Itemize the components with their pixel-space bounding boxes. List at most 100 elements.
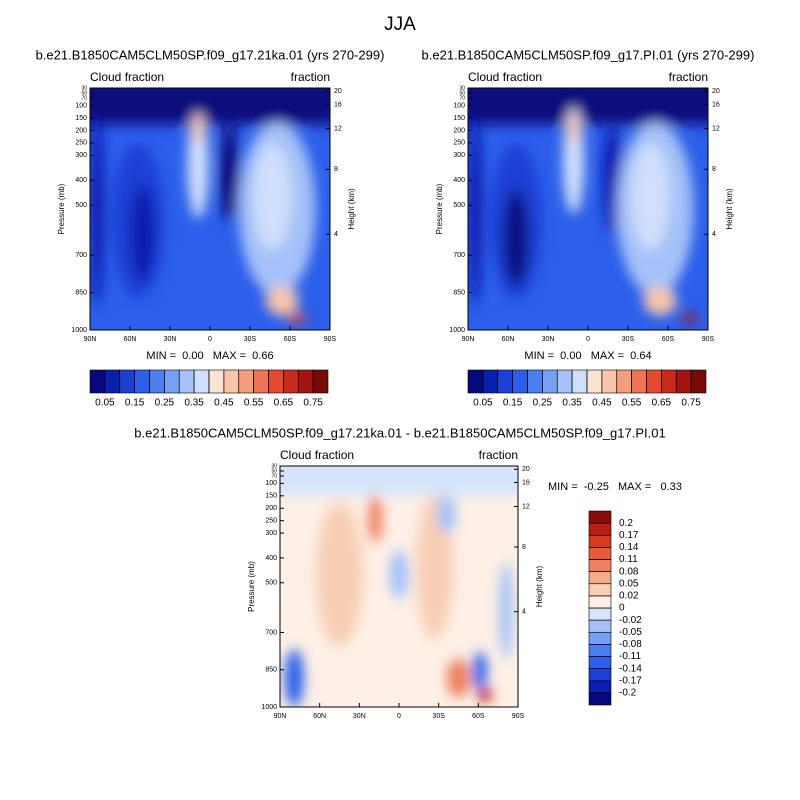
panel-title: b.e21.B1850CAM5CLM50SP.f09_g17.PI.01 (yr… <box>422 47 755 62</box>
field-blob <box>253 143 292 251</box>
x-tick-label: 60S <box>662 336 675 343</box>
field-blob <box>643 286 677 316</box>
x-tick-label: 60S <box>472 713 485 720</box>
y-tick-label: 300 <box>265 530 277 537</box>
colorbar-box <box>283 369 299 394</box>
colorbar-tick-label: 0.02 <box>619 591 639 602</box>
field-blob <box>90 112 105 306</box>
field-blob <box>498 562 514 659</box>
y2-tick-label: 16 <box>334 101 342 108</box>
x-tick-label: 30S <box>622 336 635 343</box>
contour-field <box>90 88 330 330</box>
y-tick-label: 850 <box>75 289 87 296</box>
colorbar-box <box>588 680 612 694</box>
left-label: Cloud fraction <box>280 448 354 462</box>
x-tick-label: 30S <box>244 336 257 343</box>
colorbar-tick-label: -0.2 <box>619 688 637 699</box>
field-blob <box>284 649 304 707</box>
x-tick-label: 90N <box>84 336 97 343</box>
x-tick-label: 90S <box>702 336 715 343</box>
y-tick-label: 100 <box>453 102 465 109</box>
colorbar-box <box>238 369 254 394</box>
colorbar-box <box>164 369 180 394</box>
x-tick-label: 60N <box>502 336 515 343</box>
x-tick-label: 90N <box>274 713 287 720</box>
y-tick-label: 700 <box>265 629 277 636</box>
y-tick-label: 50 <box>459 90 465 96</box>
colorbar-box <box>467 369 484 394</box>
colorbar-box <box>482 369 499 394</box>
colorbar-tick-label: 0.05 <box>473 398 493 409</box>
colorbar-box <box>208 369 225 394</box>
field-band <box>90 88 330 125</box>
colorbar-box <box>588 668 612 682</box>
y2-tick-label: 20 <box>334 88 342 95</box>
colorbar-tick-label: 0.55 <box>244 398 264 409</box>
contour-field <box>468 88 708 330</box>
y2-tick-label: 16 <box>712 101 720 108</box>
figure-title: JJA <box>384 14 416 35</box>
field-blob <box>286 313 306 323</box>
y-tick-label: 200 <box>453 127 465 134</box>
colorbar-box <box>89 369 106 394</box>
field-blob <box>477 687 492 703</box>
y-tick-label: 30 <box>81 85 87 91</box>
y-axis-label: Pressure (mb) <box>247 561 256 612</box>
y-tick-label: 100 <box>75 102 87 109</box>
colorbar-box <box>588 547 612 560</box>
colorbar-tick-label: 0.15 <box>503 398 523 409</box>
panel: b.e21.B1850CAM5CLM50SP.f09_g17.21ka.01 -… <box>134 425 682 719</box>
y-tick-label: 850 <box>453 289 465 296</box>
colorbar-tick-label: 0.65 <box>652 398 672 409</box>
y-tick-label: 500 <box>75 202 87 209</box>
y2-tick-label: 20 <box>522 466 530 473</box>
colorbar-box <box>588 631 612 645</box>
contour-field <box>280 466 518 707</box>
colorbar-box <box>588 534 612 548</box>
x-tick-label: 60N <box>313 713 326 720</box>
y2-tick-label: 12 <box>712 125 720 132</box>
field-blob <box>567 114 580 144</box>
y-tick-label: 700 <box>75 252 87 259</box>
field-blob <box>130 184 155 282</box>
colorbar-box <box>588 644 612 657</box>
y-tick-label: 200 <box>265 505 277 512</box>
y2-tick-label: 4 <box>334 231 338 238</box>
colorbar-box <box>588 595 612 609</box>
y-axis-label: Pressure (mb) <box>57 183 66 234</box>
colorbar-box <box>497 369 513 394</box>
y-tick-label: 150 <box>265 493 277 500</box>
y-tick-label: 400 <box>265 555 277 562</box>
colorbar-box <box>193 369 210 394</box>
right-label: fraction <box>291 70 330 84</box>
y-tick-label: 300 <box>75 152 87 159</box>
colorbar-tick-label: -0.05 <box>619 627 642 638</box>
y-tick-label: 400 <box>453 177 465 184</box>
colorbar-box <box>588 692 612 706</box>
colorbar-box <box>588 583 612 597</box>
panel-title: b.e21.B1850CAM5CLM50SP.f09_g17.21ka.01 (… <box>36 47 385 62</box>
colorbar: 0.05 0.15 0.25 0.35 0.45 0.55 0.65 0.75 <box>89 369 329 409</box>
colorbar-tick-label: 0.15 <box>125 398 145 409</box>
colorbar-box <box>588 619 612 633</box>
y2-tick-label: 12 <box>334 125 342 132</box>
y2-tick-label: 20 <box>712 88 720 95</box>
right-label: fraction <box>669 70 708 84</box>
colorbar-tick-label: 0.25 <box>155 398 175 409</box>
colorbar-tick-label: 0.05 <box>95 398 115 409</box>
x-tick-label: 90S <box>512 713 525 720</box>
x-tick-label: 60S <box>284 336 297 343</box>
left-label: Cloud fraction <box>468 70 542 84</box>
colorbar-box <box>149 369 165 394</box>
x-tick-label: 30N <box>353 713 366 720</box>
x-tick-label: 0 <box>208 336 212 343</box>
colorbar-tick-label: -0.02 <box>619 615 642 626</box>
y-tick-label: 200 <box>75 127 87 134</box>
x-tick-label: 30S <box>432 713 445 720</box>
colorbar-box <box>512 369 528 394</box>
colorbar-box <box>588 607 612 621</box>
colorbar-tick-label: -0.17 <box>619 675 642 686</box>
colorbar-box <box>588 522 612 536</box>
